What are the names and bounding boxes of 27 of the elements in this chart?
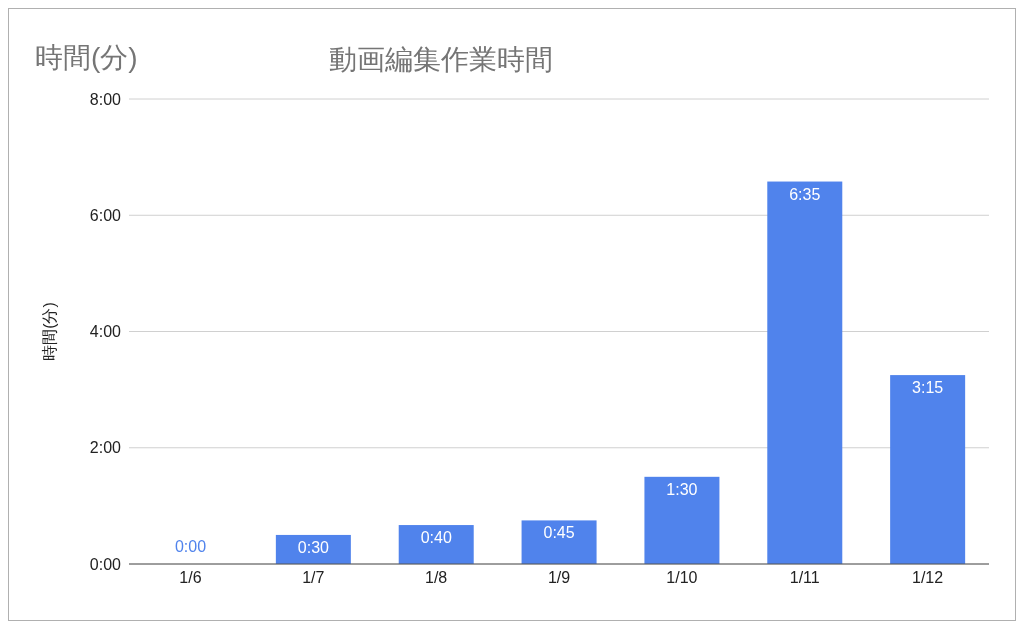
y-axis-title: 時間(分): [40, 302, 58, 361]
bar: [767, 181, 843, 564]
bar: [521, 520, 597, 564]
data-label: 0:45: [543, 524, 575, 542]
data-label: 3:15: [912, 379, 944, 397]
x-tick-label: 1/10: [666, 569, 698, 587]
data-label: 0:40: [420, 529, 452, 547]
bar: [890, 375, 966, 564]
y-tick-label: 8:00: [89, 90, 122, 108]
x-tick-label: 1/6: [179, 569, 202, 587]
chart-title: 動画編集作業時間: [329, 43, 553, 77]
data-label: 1:30: [666, 480, 698, 498]
x-tick-label: 1/8: [425, 569, 448, 587]
y-tick-label: 4:00: [89, 323, 122, 341]
bar: [398, 525, 474, 564]
y-tick-label: 0:00: [89, 555, 122, 573]
x-tick-label: 1/11: [789, 569, 820, 587]
y-tick-label: 2:00: [89, 439, 122, 457]
data-label: 6:35: [789, 185, 821, 203]
text: 時間(分): [35, 41, 138, 75]
data-label: 0:30: [297, 538, 330, 556]
data-label: 0:00: [174, 538, 207, 555]
y-tick-label: 6:00: [89, 206, 122, 224]
bar: [644, 476, 720, 564]
x-tick-label: 1/12: [912, 569, 944, 587]
x-tick-label: 1/9: [547, 569, 571, 587]
x-tick-label: 1/7: [302, 569, 325, 587]
